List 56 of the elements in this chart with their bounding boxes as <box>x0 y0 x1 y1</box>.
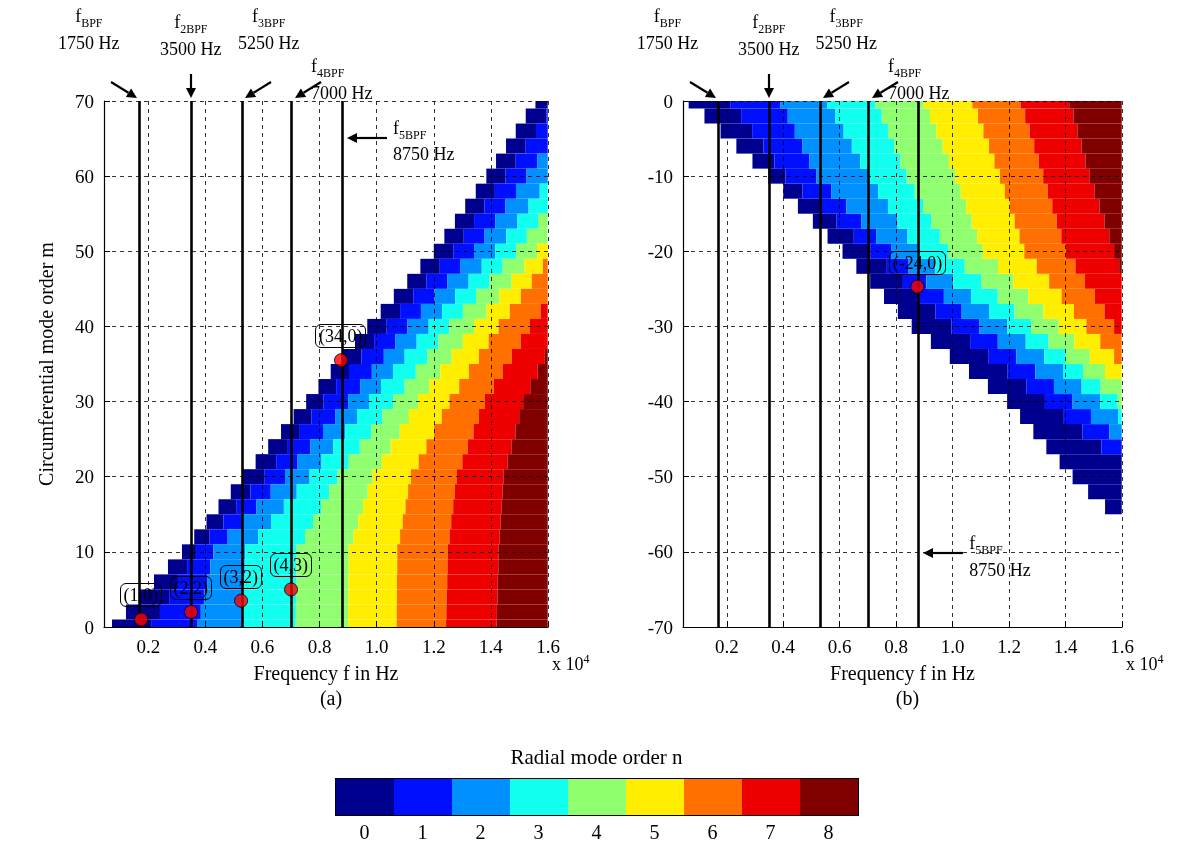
ref-line-label: f$_{2BPF}$ 3500 Hz <box>738 12 800 59</box>
y-tick-label: 60 <box>75 165 94 187</box>
y-tick-label: -60 <box>647 541 673 563</box>
legend-label: 1 <box>416 821 429 844</box>
x-axis-title: Frequency f in Hz <box>830 662 976 685</box>
ref-line-label: f$_{BPF}$ 1750 Hz <box>58 6 120 53</box>
ref-line-label: f$_{4BPF}$ 7000 Hz <box>311 56 373 103</box>
legend-title: Radial mode order n <box>509 745 684 770</box>
x-tick-label: 1.2 <box>997 636 1021 657</box>
x-axis-title: Frequency f in Hz <box>253 662 399 685</box>
y-tick-label: 50 <box>75 240 94 262</box>
x-tick-label: 0.6 <box>250 636 275 657</box>
legend-label: f$_{4BPF}$ 7000 Hz <box>887 56 950 103</box>
x-tick-label: 0.4 <box>193 636 218 657</box>
x-tick-label: 0.8 <box>884 636 909 657</box>
y-tick-label: 0 <box>663 90 673 112</box>
legend-label: 7 <box>764 821 777 844</box>
x-tick-label: 0.6 <box>827 636 852 657</box>
y-tick-label: 70 <box>75 90 94 112</box>
y-axis-title: Circumferential mode order m <box>35 241 57 486</box>
x-tick-label: 1.2 <box>421 636 446 657</box>
x-tick-label: 0.8 <box>307 636 332 657</box>
x-tick-label: 0.2 <box>136 636 161 657</box>
x-tick-label: 1.0 <box>364 636 389 657</box>
text: (a) <box>319 687 343 710</box>
x-tick-label: 0.4 <box>771 636 796 657</box>
y-tick-label: 30 <box>75 391 94 413</box>
y-tick-label: 40 <box>75 315 94 337</box>
x-tick-label: 1.0 <box>940 636 965 657</box>
x-tick-label: 1.4 <box>1053 636 1078 657</box>
y-tick-label: 20 <box>75 466 94 488</box>
ref-line-label: f$_{BPF}$ 1750 Hz <box>636 6 699 53</box>
legend-label: 4 <box>590 821 603 844</box>
text: (b) <box>895 687 920 710</box>
y-tick-label: -20 <box>647 240 673 262</box>
legend-label: 0 <box>358 821 371 844</box>
y-tick-label: -70 <box>647 616 673 638</box>
x-tick-label: 1.4 <box>479 636 504 657</box>
ref-line-label: f$_{3BPF}$ 5250 Hz <box>238 6 300 53</box>
legend-label: 5 <box>648 821 661 844</box>
y-tick-label: 0 <box>84 616 94 638</box>
y-tick-label: 10 <box>75 541 94 563</box>
ref-line-label: f$_{2BPF}$ 3500 Hz <box>160 12 222 59</box>
ref-line-label: f$_{5BPF}$ 8750 Hz <box>392 117 455 165</box>
ref-line-label: f$_{3BPF}$ 5250 Hz <box>815 6 877 53</box>
legend-label: 3 <box>532 821 545 844</box>
y-tick-label: -40 <box>647 391 673 413</box>
y-tick-label: -30 <box>647 315 673 337</box>
legend-label: 8 <box>822 821 835 844</box>
annotation: (1,0) <box>119 583 163 608</box>
ref-line-label: f$_{5BPF}$ 8750 Hz <box>969 533 1031 580</box>
y-tick-label: -50 <box>647 466 673 488</box>
legend-label: 2 <box>474 821 487 844</box>
legend-label: 6 <box>706 821 719 844</box>
x-tick-label: 0.2 <box>714 636 739 657</box>
y-tick-label: -10 <box>647 165 673 187</box>
